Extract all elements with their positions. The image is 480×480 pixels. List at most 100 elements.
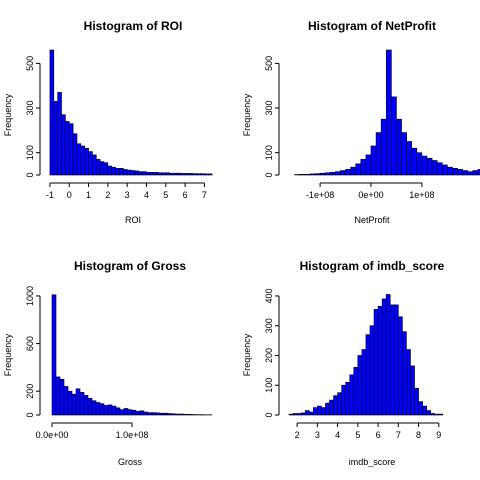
roi-bar	[108, 166, 112, 175]
roi-bar	[65, 121, 69, 175]
gross-bar	[76, 389, 80, 415]
gross-bar	[112, 406, 116, 415]
netprofit-bar	[325, 173, 330, 175]
imdb-score-bar	[415, 388, 419, 415]
roi-bar	[116, 168, 120, 175]
imdb-score-bar	[423, 406, 427, 415]
gross-ylabel: Frequency	[3, 333, 13, 376]
roi-title: Histogram of ROI	[84, 19, 183, 33]
roi-bar	[177, 173, 181, 175]
gross-bar	[80, 392, 84, 415]
imdb-score-bar	[346, 382, 350, 415]
roi-bar	[81, 146, 85, 175]
netprofit-bar	[346, 169, 351, 175]
imdb-score-xlabel: imdb_score	[349, 457, 396, 467]
roi-bar	[54, 101, 58, 175]
gross-bar	[132, 410, 136, 415]
gross-bar	[104, 405, 108, 415]
roi-bar	[73, 134, 77, 175]
imdb-score-x-tick-label: 3	[315, 430, 320, 440]
roi-bar	[100, 162, 104, 175]
netprofit-xlabel: NetProfit	[354, 215, 390, 225]
gross-bar	[144, 412, 148, 415]
gross-bar	[108, 405, 112, 415]
imdb-score-bar	[301, 413, 305, 415]
gross-bar	[168, 414, 172, 415]
imdb-score-bar	[354, 367, 358, 415]
imdb-score-bar	[435, 414, 439, 415]
imdb-score-y-tick-label: 200	[264, 348, 274, 363]
imdb-score-x-tick-label: 7	[396, 430, 401, 440]
gross-bar	[176, 414, 180, 415]
roi-bar	[131, 171, 135, 175]
netprofit-y-tick-label: 100	[264, 145, 274, 160]
gross-bar	[136, 411, 140, 415]
netprofit-bar	[330, 172, 335, 175]
gross-bar	[88, 398, 92, 415]
imdb-score-histogram: Histogram of imdb_score imdb_score Frequ…	[242, 259, 445, 467]
gross-bar	[52, 295, 56, 415]
imdb-score-bar	[366, 335, 370, 415]
netprofit-bar	[320, 173, 325, 175]
imdb-score-bar	[305, 411, 309, 415]
netprofit-bar	[442, 165, 447, 175]
roi-bar	[77, 144, 81, 175]
imdb-score-bar	[382, 299, 386, 415]
gross-histogram: Histogram of Gross Gross Frequency 0.0e+…	[3, 259, 212, 467]
imdb-score-bar	[402, 332, 406, 415]
imdb-score-bar	[410, 366, 414, 415]
roi-bar	[50, 50, 54, 175]
imdb-score-bar	[334, 396, 338, 415]
roi-x-tick-label: 6	[183, 190, 188, 200]
netprofit-x-tick-label: -1e+08	[306, 190, 334, 200]
roi-bar	[170, 173, 174, 175]
netprofit-bar	[468, 172, 473, 175]
netprofit-bar	[452, 168, 457, 175]
roi-bar	[154, 172, 158, 175]
imdb-score-bar	[330, 400, 334, 415]
netprofit-histogram: Histogram of NetProfit NetProfit Frequen…	[242, 19, 480, 225]
roi-bar	[112, 167, 116, 175]
netprofit-bar	[315, 174, 320, 175]
imdb-score-x-tick-label: 9	[436, 430, 441, 440]
roi-bar	[166, 173, 170, 175]
roi-bar	[193, 174, 197, 175]
netprofit-bar	[437, 163, 442, 175]
imdb-score-x-tick-label: 2	[295, 430, 300, 440]
imdb-score-bar	[370, 326, 374, 415]
roi-bar	[104, 163, 108, 175]
roi-y-tick-label: 300	[25, 101, 35, 116]
gross-bar	[120, 410, 124, 415]
gross-bar	[72, 394, 76, 415]
roi-bar	[96, 159, 100, 175]
imdb-score-x-tick-label: 6	[376, 430, 381, 440]
gross-y-tick-label: 0	[25, 412, 35, 417]
gross-bar	[172, 414, 176, 415]
netprofit-bar	[376, 133, 381, 175]
netprofit-bar	[300, 174, 305, 175]
gross-bar	[140, 411, 144, 415]
imdb-score-bar	[350, 375, 354, 415]
gross-bar	[156, 413, 160, 415]
roi-x-tick-label: 0	[67, 190, 72, 200]
roi-bar	[197, 174, 201, 175]
gross-x-tick-label: 0.0e+00	[36, 430, 69, 440]
imdb-score-x-tick-label: 5	[355, 430, 360, 440]
roi-ylabel: Frequency	[3, 93, 13, 136]
gross-bar	[96, 403, 100, 416]
imdb-score-y-tick-label: 0	[264, 412, 274, 417]
roi-bar	[189, 173, 193, 175]
gross-bar	[56, 377, 60, 415]
imdb-score-bar	[394, 305, 398, 415]
imdb-score-bar	[358, 355, 362, 415]
netprofit-bar	[473, 171, 478, 175]
roi-bar	[123, 169, 127, 175]
netprofit-y-tick-label: 500	[264, 56, 274, 71]
gross-bar	[116, 408, 120, 415]
netprofit-bar	[340, 171, 345, 175]
imdb-score-bar	[378, 306, 382, 415]
netprofit-bar	[381, 119, 386, 175]
imdb-score-bar	[342, 385, 346, 415]
roi-x-tick-label: 7	[202, 190, 207, 200]
